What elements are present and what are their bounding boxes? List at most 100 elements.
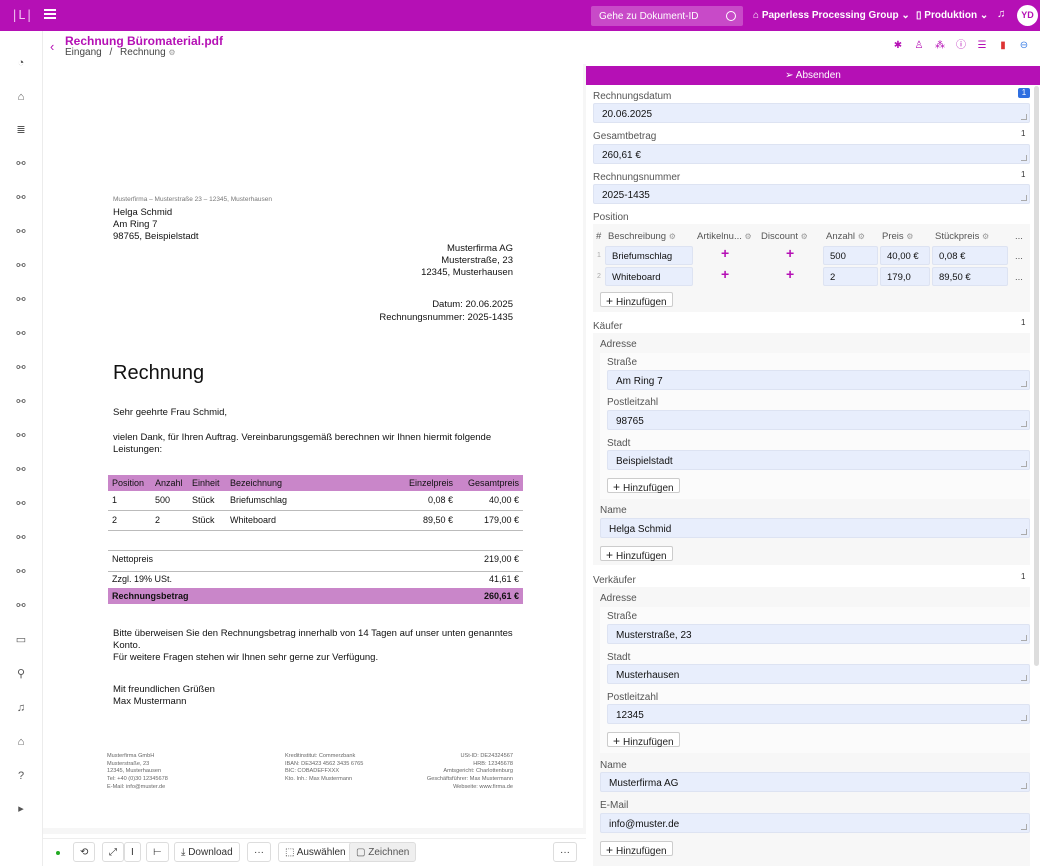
help-icon[interactable]: ? [17,770,25,782]
invoice-date-field[interactable]: 20.06.2025 [593,103,1030,123]
add-article-icon[interactable]: + [721,245,730,261]
col-discount[interactable]: Discount ⚙ [761,231,808,242]
draw-tool-button[interactable]: ▢ Zeichnen [349,842,417,862]
gear-icon[interactable]: ⚙ [168,48,176,57]
menu-icon[interactable] [44,9,56,19]
gear-icon[interactable]: ⚙ [982,232,990,241]
buyer-zip-field[interactable]: 98765 [607,410,1030,430]
gear-icon[interactable]: ⚙ [857,232,865,241]
add-position-button[interactable]: + Hinzufügen [600,292,673,308]
group-selector[interactable]: ⌂ Paperless Processing Group ⌄ [753,10,910,21]
unit-price-cell[interactable]: 89,50 € [932,267,1008,286]
workflow-icon[interactable]: ⚯ [16,600,26,612]
avatar[interactable]: YD [1017,5,1038,26]
fit-page-button[interactable]: ⤢ [102,842,124,862]
folder-icon[interactable]: ▭ [15,634,27,646]
buyer-name-field[interactable]: Helga Schmid [600,518,1030,538]
add-article-icon[interactable]: + [721,266,730,282]
rotate-button[interactable]: ⟲ [73,842,96,862]
seller-street-field[interactable]: Musterstraße, 23 [607,624,1030,644]
fit-width-button[interactable]: ⊢ [146,842,169,862]
document-id-search-input[interactable]: Gehe zu Dokument-ID [591,6,743,26]
viewer-more-button[interactable]: ··· [553,842,577,862]
col-quantity[interactable]: Anzahl ⚙ [826,231,865,242]
gear-icon[interactable]: ⚙ [800,232,808,241]
unit-price-cell[interactable]: 0,08 € [932,246,1008,265]
col-article-number[interactable]: Artikelnu... ⚙ [697,231,752,242]
buyer-city-field[interactable]: Beispielstadt [607,450,1030,470]
gear-icon[interactable]: ⚙ [668,232,676,241]
environment-selector[interactable]: ▯ Produktion ⌄ [916,10,988,21]
hierarchy-icon[interactable]: ⚲ [16,668,26,680]
split-icon[interactable]: ⁂ [935,40,945,51]
workflow-icon[interactable]: ⚯ [16,464,26,476]
quantity-cell[interactable]: 500 [823,246,878,265]
col-price[interactable]: Preis ⚙ [882,231,913,242]
total-amount-field[interactable]: 260,61 € [593,144,1030,164]
workflow-icon[interactable]: ⚯ [16,294,26,306]
gear-icon[interactable]: ⚙ [906,232,914,241]
more-circle-icon[interactable]: ⊖ [1019,40,1029,51]
gear-icon[interactable]: ⚙ [744,232,752,241]
seller-zip-field[interactable]: 12345 [607,704,1030,724]
description-cell[interactable]: Whiteboard [605,267,693,286]
seller-city-field[interactable]: Musterhausen [607,664,1030,684]
go-arrow-icon[interactable] [726,11,736,21]
workflow-icon[interactable]: ⚯ [16,362,26,374]
fit-height-button[interactable]: I [124,842,141,862]
add-address-button[interactable]: + Hinzufügen [607,732,680,748]
row-more[interactable]: ... [1015,272,1023,283]
closing-text: Bitte überweisen Sie den Rechnungsbetrag… [113,628,513,639]
download-button[interactable]: ⤓ Download [174,842,240,862]
dashboard-icon[interactable]: ◔ [17,57,25,69]
invoice-number-field[interactable]: 2025-1435 [593,184,1030,204]
home-icon[interactable]: ⌂ [17,91,25,103]
seller-name-field[interactable]: Musterfirma AG [600,772,1030,792]
price-cell[interactable]: 40,00 € [880,246,930,265]
workflow-icon[interactable]: ⚯ [16,498,26,510]
bank-icon[interactable]: ⌂ [17,736,25,748]
info-icon[interactable]: ⓘ [956,40,966,51]
bell-icon[interactable]: ♫ [997,8,1006,20]
workflow-icon[interactable]: ⚯ [16,226,26,238]
col-unit-price[interactable]: Stückpreis ⚙ [935,231,989,242]
buyer-street-field[interactable]: Am Ring 7 [607,370,1030,390]
workflow-icon[interactable]: ⚯ [16,192,26,204]
workflow-icon[interactable]: ⚯ [16,260,26,272]
trash-icon[interactable]: ▮ [1000,40,1006,51]
document-viewer[interactable]: Musterfirma – Musterstraße 23 – 12345, M… [43,64,586,834]
quantity-cell[interactable]: 2 [823,267,878,286]
robot-icon[interactable]: ♙ [914,40,924,51]
add-address-button[interactable]: + Hinzufügen [607,478,680,494]
list-icon[interactable]: ≣ [16,124,26,136]
add-discount-icon[interactable]: + [786,266,795,282]
select-tool-button[interactable]: ⬚ Auswählen [278,842,353,862]
workflow-icon[interactable]: ⚯ [16,566,26,578]
list-check-icon[interactable]: ☰ [977,40,987,51]
app-logo[interactable]: |L| [11,8,33,22]
add-discount-icon[interactable]: + [786,245,795,261]
add-buyer-field-button[interactable]: + Hinzufügen [600,546,673,562]
back-icon[interactable]: ‹ [50,39,55,54]
workflow-icon[interactable]: ⚯ [16,430,26,442]
submit-button[interactable]: ➢ Absenden [586,66,1040,85]
cell: 40,00 € [488,495,519,505]
workflow-icon[interactable]: ⚯ [16,158,26,170]
seller-email-field[interactable]: info@muster.de [600,813,1030,833]
description-cell[interactable]: Briefumschlag [605,246,693,265]
col-more[interactable]: ... [1015,231,1023,242]
row-more[interactable]: ... [1015,251,1023,262]
play-icon[interactable]: ▸ [18,803,24,815]
workflow-icon[interactable]: ⚯ [16,396,26,408]
notification-icon[interactable]: ♫ [16,702,26,714]
more-button[interactable]: ··· [247,842,271,862]
workflow-icon[interactable]: ⚯ [16,328,26,340]
breadcrumb-inbox[interactable]: Eingang [65,47,102,58]
breadcrumb-invoice[interactable]: Rechnung [120,47,166,58]
sparkle-icon[interactable]: ✱ [893,40,903,51]
add-seller-field-button[interactable]: + Hinzufügen [600,841,673,857]
col-description[interactable]: Beschreibung ⚙ [608,231,676,242]
workflow-icon[interactable]: ⚯ [16,532,26,544]
price-cell[interactable]: 179,0 [880,267,930,286]
panel-scrollbar[interactable] [1034,86,1039,666]
